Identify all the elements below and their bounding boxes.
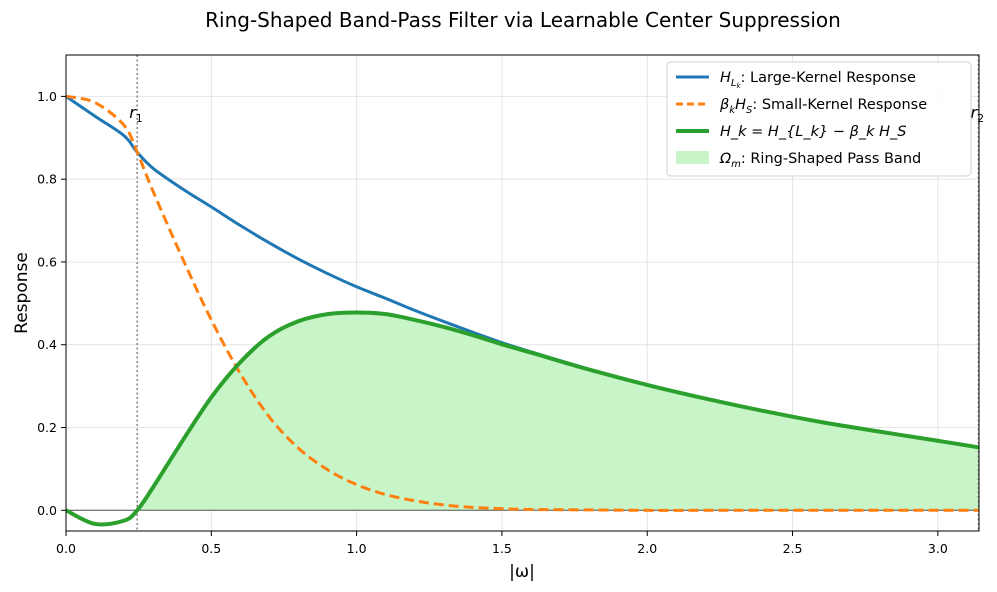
chart-title: Ring-Shaped Band-Pass Filter via Learnab… [205, 8, 841, 32]
y-tick-label: 0.6 [37, 254, 57, 269]
band-pass-response-line [66, 310, 979, 527]
y-axis-ticks: 0.0 0.2 0.4 0.6 0.8 1.0 [37, 89, 66, 518]
y-tick-label: 0.8 [37, 172, 57, 187]
y-tick-label: 0.2 [37, 420, 57, 435]
legend-entry-large-kernel: HLk: Large-Kernel Response [720, 70, 916, 90]
r2-label: r2 [971, 103, 985, 125]
legend-entry-small-kernel: βkHS: Small-Kernel Response [719, 97, 927, 116]
x-axis-label: |ω| [509, 562, 535, 582]
x-tick-label: 1.0 [347, 541, 367, 556]
legend-swatch-pass-band [676, 151, 709, 164]
y-tick-label: 1.0 [37, 89, 57, 104]
pass-band-fill [137, 312, 979, 511]
y-axis-label: Response [12, 252, 32, 334]
r1-label: r1 [129, 103, 143, 125]
x-tick-label: 0.5 [201, 541, 221, 556]
x-tick-label: 0.0 [56, 541, 76, 556]
legend-box [666, 61, 972, 177]
y-tick-label: 0.0 [37, 503, 57, 518]
y-tick-label: 0.4 [37, 337, 57, 352]
small-kernel-response-line [66, 94, 979, 512]
legend-entry-band-pass: H_k = H_{L_k} − β_k H_S [720, 124, 906, 140]
legend: HLk: Large-Kernel Response βkHS: Small-K… [666, 61, 972, 177]
x-tick-label: 2.5 [783, 541, 803, 556]
x-tick-label: 3.0 [928, 541, 948, 556]
legend-entry-pass-band: Ωm: Ring-Shaped Pass Band [719, 151, 921, 170]
x-axis-ticks: 0.0 0.5 1.0 1.5 2.0 2.5 3.0 [56, 531, 948, 556]
x-tick-label: 2.0 [637, 541, 657, 556]
plot-frame [65, 54, 980, 532]
x-tick-label: 1.5 [492, 541, 512, 556]
